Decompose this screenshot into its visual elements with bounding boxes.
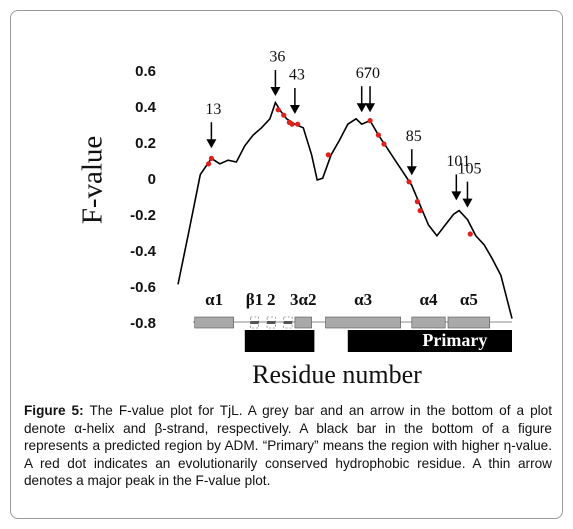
annotation-label: 67 [356, 65, 372, 82]
structure-label: β1 [246, 290, 263, 309]
annotation-label: 13 [205, 101, 221, 118]
conserved-residue-dot [208, 155, 214, 161]
figure-frame [10, 10, 563, 519]
y-tick-label: -0.6 [130, 279, 156, 296]
conserved-residue-dot [206, 161, 212, 167]
annotation-label: 85 [406, 128, 422, 145]
y-tick-label: 0 [148, 171, 156, 188]
caption-label: Figure 5: [24, 403, 84, 418]
helix-bar [194, 316, 234, 329]
f-value-line [177, 100, 513, 319]
annotation-arrowhead [270, 87, 281, 96]
annotation-arrowhead [451, 191, 462, 201]
conserved-residue-dot [406, 179, 412, 185]
annotation-label: 36 [269, 49, 285, 66]
x-axis-label: Residue number [252, 360, 422, 389]
y-tick-label: 0.2 [135, 135, 156, 152]
adm-label: Primary [422, 330, 487, 350]
helix-bar [294, 316, 312, 329]
structure-label: α5 [460, 290, 478, 309]
adm-bar [347, 330, 512, 352]
structure-label: α4 [420, 290, 438, 309]
conserved-residue-dot [275, 107, 281, 113]
conserved-residue-dot [289, 121, 295, 127]
annotation-label: 43 [289, 67, 305, 84]
conserved-residue-dot [367, 118, 373, 124]
y-tick-label: 0.4 [135, 99, 157, 116]
conserved-residue-dot [325, 152, 331, 158]
annotation-arrowhead [356, 103, 367, 113]
structure-label: 3α2 [290, 290, 317, 309]
conserved-residue-dot [295, 121, 301, 127]
y-tick-label: 0.6 [135, 63, 156, 80]
structure-label: 2 [267, 290, 276, 309]
conserved-residue-dot [281, 112, 287, 118]
conserved-residue-dot [375, 132, 381, 138]
conserved-residue-dot [417, 208, 423, 214]
helix-bar [325, 316, 401, 329]
caption-text: The F-value plot for TjL. A grey bar and… [24, 403, 553, 488]
y-tick-label: -0.4 [130, 243, 157, 260]
structure-label: α1 [205, 290, 223, 309]
conserved-residue-dot [467, 231, 473, 237]
annotation-arrowhead [289, 105, 300, 114]
y-axis-label: F-value [77, 136, 109, 225]
annotation-arrowhead [365, 103, 376, 113]
structure-label: α3 [354, 290, 372, 309]
helix-bar [411, 316, 446, 329]
y-tick-label: -0.8 [130, 315, 156, 332]
conserved-residue-dot [414, 199, 420, 205]
annotation-label: 70 [364, 65, 380, 82]
caption: Figure 5: The F-value plot for TjL. A gr… [24, 402, 552, 490]
conserved-residue-dot [381, 141, 387, 147]
annotation-arrowhead [206, 139, 217, 149]
annotation-arrowhead [406, 166, 417, 176]
y-tick-label: -0.2 [130, 207, 156, 224]
chart: F-value Residue number -0.8 -0.6 -0.4 -0.2 0… [77, 49, 513, 389]
annotation-label: 101 [446, 153, 470, 170]
annotation-label: 105 [457, 160, 481, 177]
adm-bar [244, 330, 315, 352]
helix-bar [447, 316, 491, 329]
annotation-arrowhead [462, 198, 473, 208]
